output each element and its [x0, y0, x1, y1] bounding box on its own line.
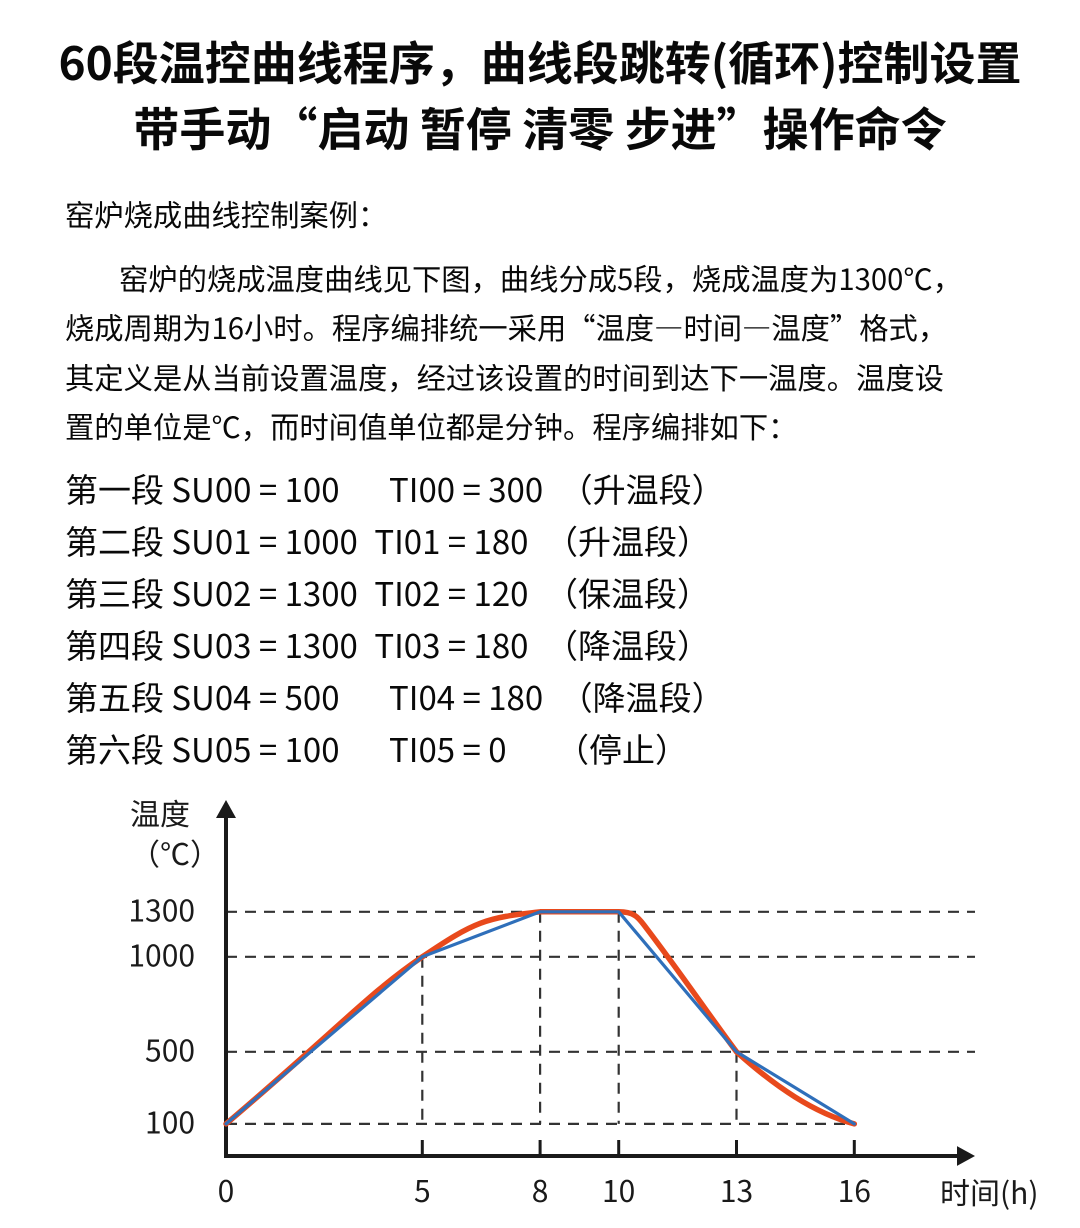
- svg-text:时间(h): 时间(h): [940, 1169, 1039, 1213]
- svg-text:1300: 1300: [128, 886, 195, 930]
- svg-text:500: 500: [145, 1026, 195, 1070]
- svg-text:16: 16: [838, 1167, 871, 1211]
- svg-text:温度: 温度: [130, 790, 190, 834]
- svg-text:8: 8: [532, 1167, 549, 1211]
- svg-text:13: 13: [720, 1167, 753, 1211]
- svg-text:100: 100: [145, 1098, 195, 1142]
- svg-text:（℃）: （℃）: [130, 830, 220, 874]
- svg-text:10: 10: [602, 1167, 635, 1211]
- svg-text:0: 0: [218, 1167, 235, 1211]
- svg-text:1000: 1000: [128, 931, 195, 975]
- svg-text:5: 5: [414, 1167, 431, 1211]
